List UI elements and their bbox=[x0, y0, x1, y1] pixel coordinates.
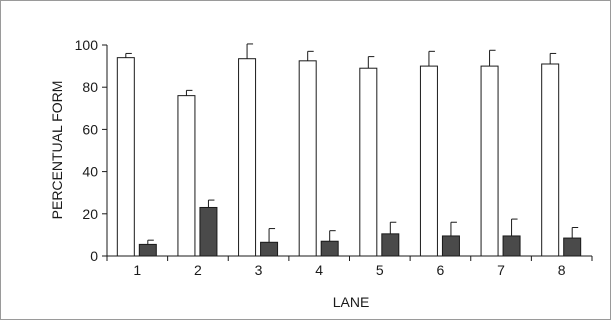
x-axis-title: LANE bbox=[333, 294, 370, 310]
x-ticks: 1 2 3 4 5 6 7 8 bbox=[106, 256, 593, 278]
bar-filled bbox=[199, 206, 218, 257]
bar-open bbox=[238, 58, 257, 257]
y-tick-label: 100 bbox=[75, 37, 99, 53]
bar-open bbox=[359, 67, 378, 257]
bar-open bbox=[480, 65, 499, 257]
x-tick-label: 7 bbox=[497, 262, 505, 278]
bar-open bbox=[298, 60, 317, 257]
y-tick-label: 80 bbox=[82, 79, 98, 95]
bar-filled bbox=[381, 233, 400, 257]
bar-filled bbox=[320, 240, 339, 257]
x-tick-label: 8 bbox=[558, 262, 566, 278]
bar-filled bbox=[441, 235, 460, 257]
y-tick-label: 20 bbox=[82, 206, 98, 222]
y-ticks: 0 20 40 60 80 100 bbox=[75, 37, 107, 264]
bars bbox=[116, 57, 582, 257]
bar-open bbox=[419, 65, 438, 257]
x-tick-label: 1 bbox=[133, 262, 141, 278]
x-tick-label: 6 bbox=[437, 262, 445, 278]
bar-filled bbox=[138, 243, 157, 257]
y-tick-label: 40 bbox=[82, 164, 98, 180]
bar-open bbox=[177, 95, 196, 257]
bar-filled bbox=[260, 241, 279, 257]
bar-filled bbox=[502, 235, 521, 257]
y-tick-label: 60 bbox=[82, 121, 98, 137]
x-tick-label: 3 bbox=[255, 262, 263, 278]
error-bars bbox=[125, 43, 579, 245]
y-tick-label: 0 bbox=[90, 248, 98, 264]
x-tick-label: 2 bbox=[194, 262, 202, 278]
bar-open bbox=[541, 63, 560, 257]
x-tick-label: 5 bbox=[376, 262, 384, 278]
x-tick-label: 4 bbox=[315, 262, 323, 278]
bar-open bbox=[116, 57, 135, 257]
y-axis-title: PERCENTUAL FORM bbox=[49, 81, 65, 220]
bar-filled bbox=[563, 237, 582, 257]
